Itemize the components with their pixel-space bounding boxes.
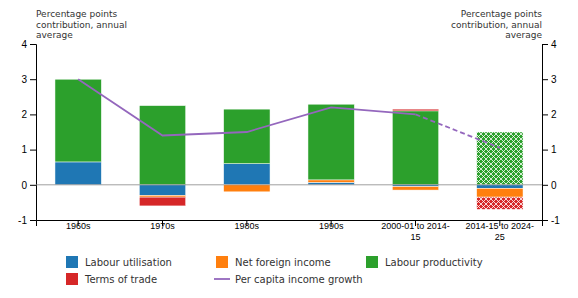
y-axis-line (30, 45, 37, 221)
y-tick-mark (30, 150, 36, 151)
y2-tick-mark (542, 185, 548, 186)
legend-swatch (66, 273, 78, 285)
legend-label: Net foreign income (235, 257, 331, 268)
y-tick-label: 3 (21, 74, 27, 85)
bars (55, 79, 523, 209)
y2-tick-mark (542, 150, 548, 151)
legend-swatch (216, 256, 228, 268)
y2-axis-title: Percentage pointscontribution, annualave… (451, 9, 542, 40)
bar-segment (55, 79, 101, 162)
y-tick-mark (30, 185, 36, 186)
legend-label: Per capita income growth (235, 274, 363, 285)
y-axis: -1 0 1 2 3 4 (18, 39, 36, 226)
legend: Labour utilisation Net foreign income Labo… (66, 256, 483, 285)
y-tick: 4 (21, 39, 36, 50)
y2-tick: 0 (542, 180, 557, 191)
legend-swatch (214, 278, 230, 280)
y-axis-title: Percentage pointscontribution, annualave… (36, 9, 127, 40)
y2-tick: 2 (542, 109, 557, 120)
y-tick: 1 (21, 144, 36, 155)
y2-tick-mark (542, 220, 548, 221)
bar-segment (224, 164, 270, 185)
y-tick-mark (30, 79, 36, 80)
plot-area: 1960s1970s1980s1990s2000-01 to 2014-1520… (18, 9, 560, 242)
y2-tick-label: 4 (551, 39, 557, 50)
x-tick: 1960s (66, 220, 91, 231)
bar-segment (224, 109, 270, 110)
bar-segment (392, 187, 438, 191)
x-tick: 2000-01 to 2014-15 (381, 220, 450, 242)
bar-segment (477, 188, 523, 197)
bar-segment (224, 185, 270, 192)
y-tick-label: 0 (21, 180, 27, 191)
legend-item: Per capita income growth (214, 274, 363, 285)
bar-segment (308, 104, 354, 105)
y2-axis-line (543, 45, 549, 221)
y2-tick-label: 0 (551, 180, 557, 191)
bar-segment (308, 180, 354, 182)
x-tick: 1980s (235, 220, 260, 231)
y2-tick-label: -1 (551, 215, 560, 226)
y-tick: 0 (21, 180, 36, 191)
zero-line (36, 184, 542, 185)
y-tick: 3 (21, 74, 36, 85)
x-axis: 1960s 1970s 1980s 1990s 2000-01 to 2014-15 20… (37, 220, 543, 242)
y2-tick: 3 (542, 74, 557, 85)
bar-segment (139, 195, 185, 197)
legend-item: Net foreign income (216, 256, 331, 268)
bar-segment (224, 109, 270, 164)
y-tick-label: 4 (21, 39, 27, 50)
legend-swatch (66, 256, 78, 268)
y2-tick-label: 3 (551, 74, 557, 85)
series-line (78, 79, 415, 135)
y2-tick-label: 1 (551, 144, 557, 155)
x-tick-label: 1980s (235, 221, 260, 231)
bar-segment (308, 104, 354, 180)
x-tick: 1970s (150, 220, 175, 231)
marks (36, 79, 542, 209)
legend-item: Labour utilisation (66, 256, 172, 268)
y-tick-label: -1 (18, 215, 27, 226)
bar-segment (139, 106, 185, 185)
y-tick-label: 1 (21, 144, 27, 155)
y-tick: -1 (18, 215, 36, 226)
legend-label: Labour utilisation (85, 257, 172, 268)
y2-tick-mark (542, 79, 548, 80)
legend-label: Labour productivity (385, 257, 483, 268)
chart: 1960s1970s1980s1990s2000-01 to 2014-1520… (0, 0, 578, 298)
bar-segment (139, 197, 185, 206)
x-tick: 2014-15 to 2024-25 (466, 220, 535, 242)
x-tick: 1990s (319, 220, 344, 231)
y-tick-mark (30, 114, 36, 115)
x-tick-label: 1990s (319, 221, 344, 231)
y2-tick-label: 2 (551, 109, 557, 120)
bar-segment (139, 185, 185, 196)
y2-tick-mark (542, 44, 548, 45)
x-tick-label: 1960s (66, 221, 91, 231)
bar-segment (477, 185, 523, 189)
bar-segment (477, 197, 523, 209)
legend-item: Terms of trade (66, 273, 157, 285)
y-tick-mark (30, 220, 36, 221)
series-line (416, 114, 500, 147)
legend-label: Terms of trade (84, 274, 157, 285)
legend-item: Labour productivity (366, 256, 483, 268)
y2-tick-mark (542, 114, 548, 115)
y2-tick: 1 (542, 144, 557, 155)
y2-tick: -1 (542, 215, 560, 226)
bar-segment (477, 132, 523, 185)
y2-tick: 4 (542, 39, 557, 50)
y-tick-label: 2 (21, 109, 27, 120)
bar-segment (392, 109, 438, 111)
bar-segment (392, 111, 438, 185)
x-tick-label: 1970s (150, 221, 175, 231)
y-tick: 2 (21, 109, 36, 120)
bar-segment (55, 162, 101, 185)
y2-axis: -1 0 1 2 3 4 (542, 39, 560, 226)
x-tick-label: 2000-01 to 2014-15 (381, 221, 450, 242)
x-tick-label: 2014-15 to 2024-25 (466, 221, 535, 242)
y-tick-mark (30, 44, 36, 45)
legend-swatch (366, 256, 378, 268)
